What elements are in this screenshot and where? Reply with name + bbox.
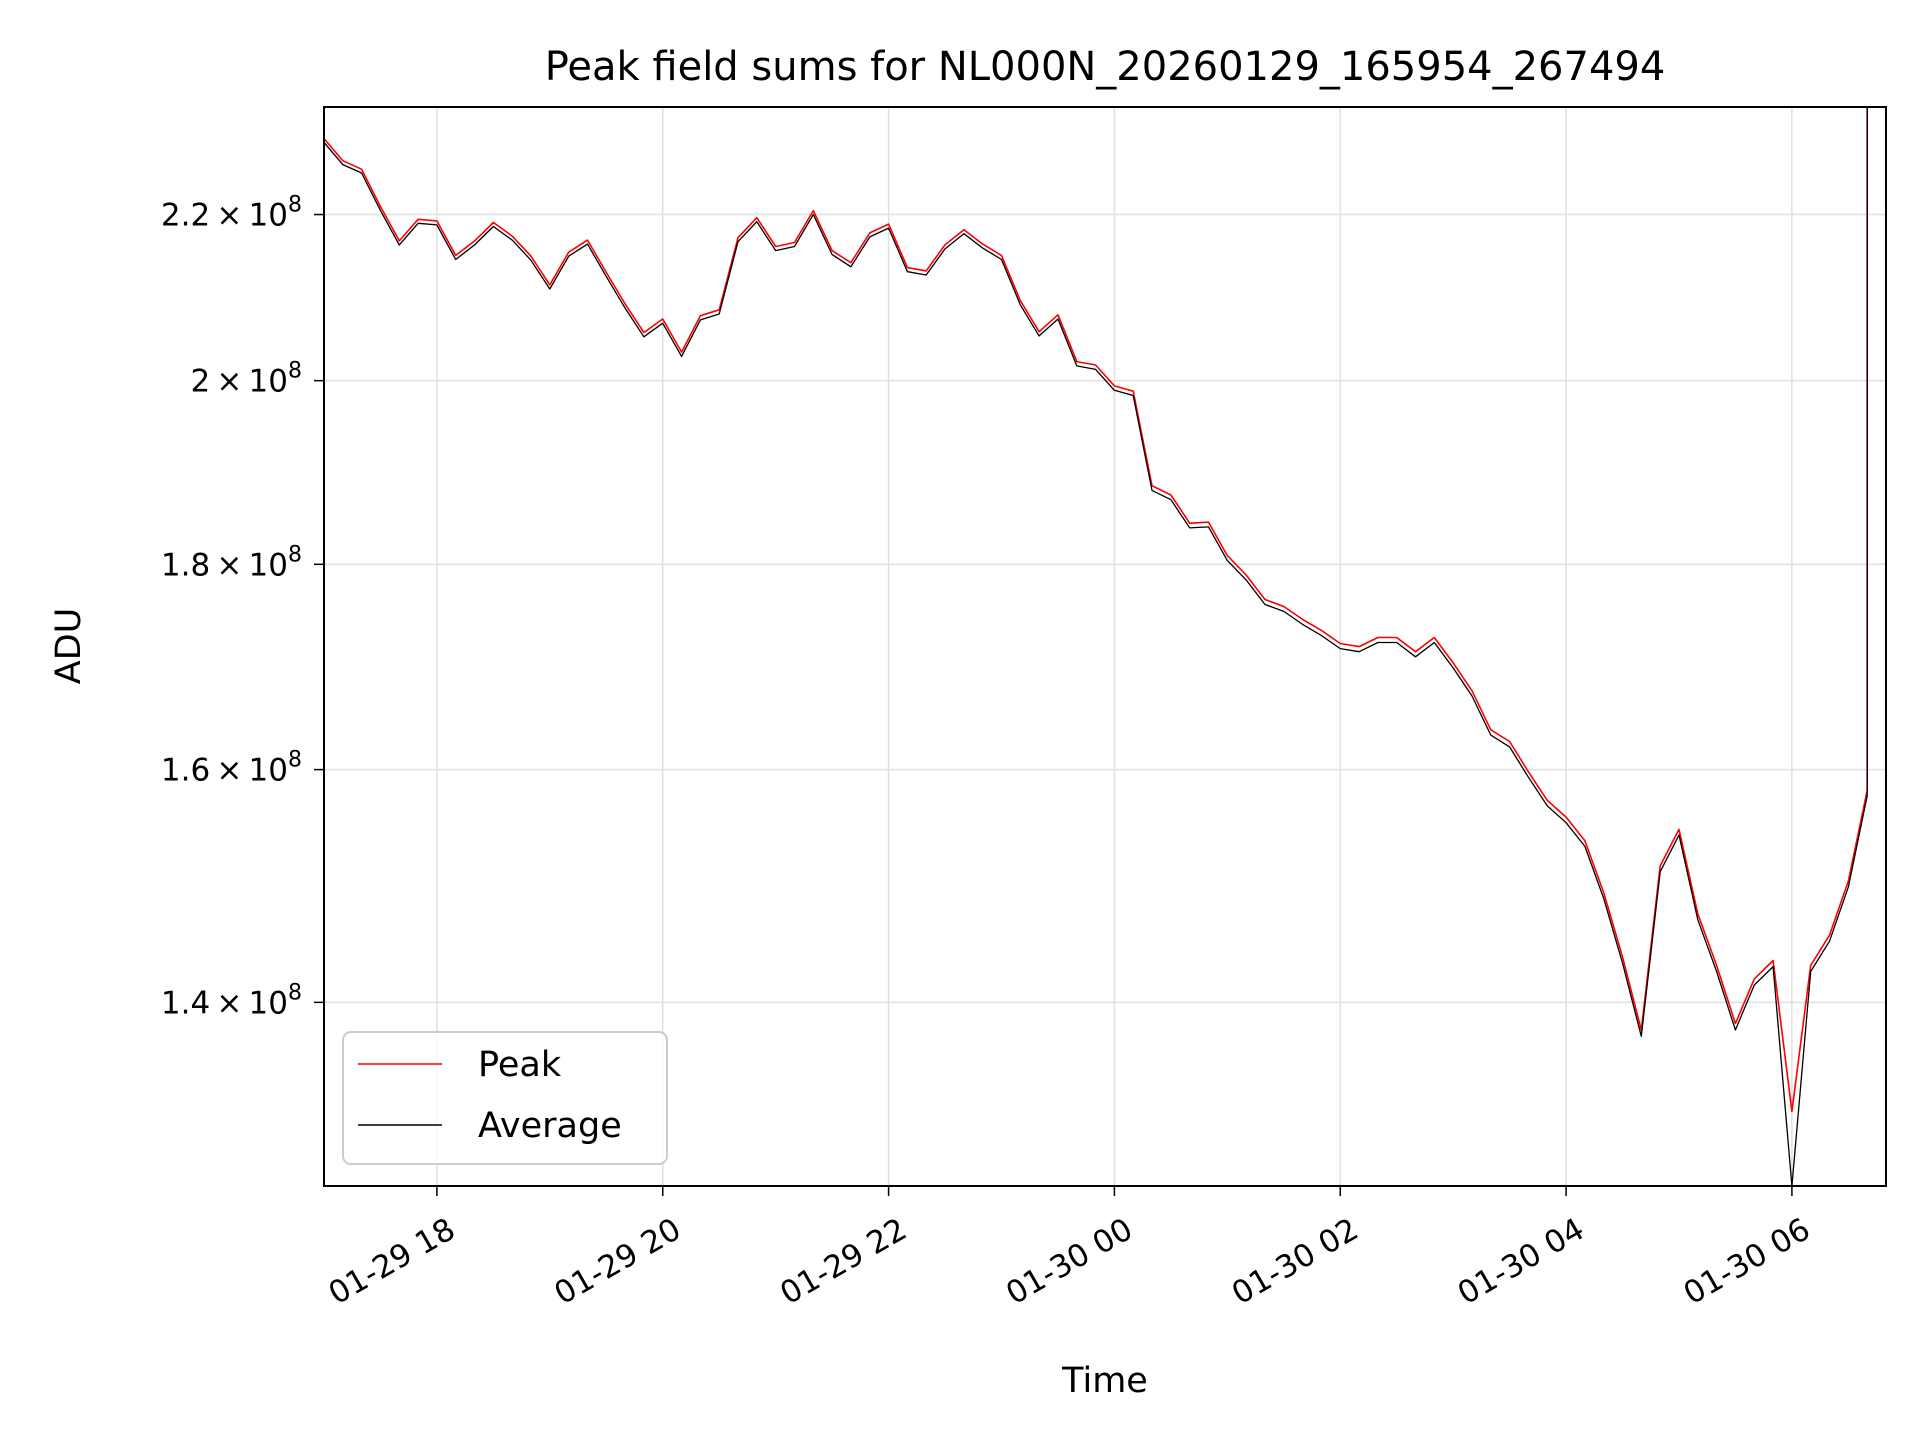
grid <box>324 107 1886 1186</box>
plot-frame <box>323 106 1887 1187</box>
x-tick-label: 01-29 20 <box>548 1211 687 1312</box>
x-tick-label: 01-30 06 <box>1678 1211 1817 1312</box>
series-line-average <box>323 107 1868 1187</box>
x-tick-label: 01-30 02 <box>1226 1211 1365 1312</box>
x-tick-label: 01-30 00 <box>1000 1211 1139 1312</box>
chart-title: Peak field sums for NL000N_20260129_1659… <box>545 44 1666 90</box>
x-tick-label: 01-30 04 <box>1452 1211 1591 1312</box>
x-axis-ticks: 01-29 18 01-29 20 01-29 22 01-30 00 01-30 02… <box>323 1186 1817 1312</box>
y-tick-label: 1.6 × 108 <box>161 748 302 789</box>
y-tick-label: 1.4 × 108 <box>161 980 302 1021</box>
legend-label-average: Average <box>478 1106 622 1146</box>
y-tick-label: 2 × 108 <box>190 359 302 400</box>
legend-label-peak: Peak <box>478 1045 562 1085</box>
series-line-peak <box>323 107 1868 1113</box>
x-axis-label: Time <box>1061 1361 1148 1401</box>
legend: Peak Average <box>342 1031 668 1165</box>
y-axis-label: ADU <box>49 608 89 685</box>
x-tick-label: 01-29 22 <box>774 1211 913 1312</box>
legend-box <box>342 1031 668 1165</box>
x-tick-label: 01-29 18 <box>323 1211 462 1312</box>
y-tick-label: 1.8 × 108 <box>161 542 302 583</box>
series-lines <box>323 107 1868 1187</box>
y-tick-label: 2.2 × 108 <box>161 193 302 234</box>
y-axis-ticks: 1.4 × 108 1.6 × 108 1.8 × 108 2 × 108 2.2 × … <box>161 193 324 1021</box>
